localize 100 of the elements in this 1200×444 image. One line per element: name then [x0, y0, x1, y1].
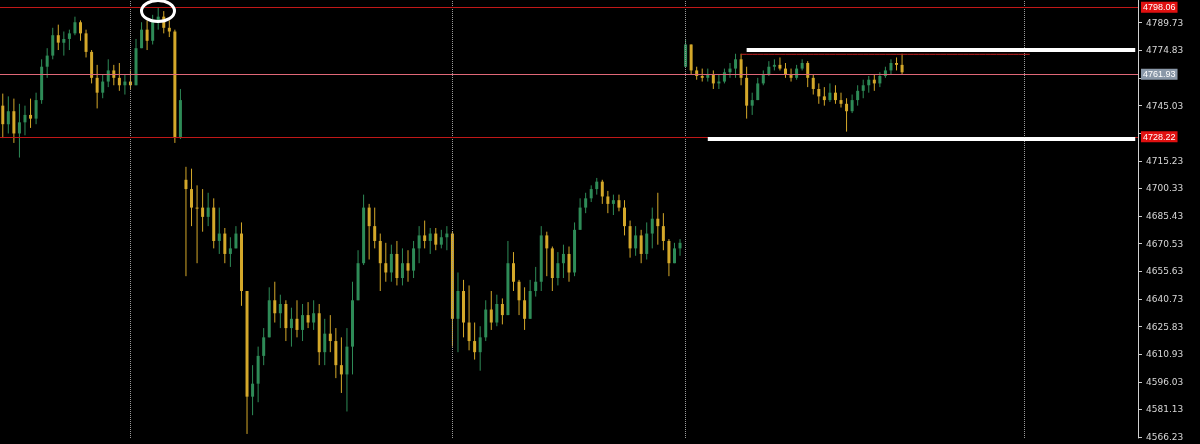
candlestick [378, 233, 382, 292]
candlestick [561, 244, 565, 279]
y-tick-label: 4610.93 [1146, 349, 1184, 360]
candlestick [51, 27, 55, 60]
candlestick [339, 336, 343, 394]
candlestick [140, 21, 144, 49]
candlestick [45, 47, 49, 79]
candlestick [467, 284, 471, 351]
candlestick [117, 62, 121, 92]
candlestick [29, 98, 33, 129]
candlestick [439, 229, 443, 249]
candlestick [667, 238, 671, 277]
candlestick [878, 71, 882, 88]
candlestick [389, 244, 393, 283]
candlestick [639, 229, 643, 264]
candlestick [312, 299, 316, 331]
candlestick [84, 29, 88, 58]
candlestick [323, 318, 327, 366]
candlestick [556, 251, 560, 286]
y-tick-label: 4581.13 [1146, 404, 1184, 415]
candlestick [534, 266, 538, 298]
candlestick [423, 220, 427, 249]
candlestick [190, 168, 194, 227]
candlestick [584, 192, 588, 214]
candlestick [273, 281, 277, 324]
candlestick [889, 58, 893, 75]
candlestick [34, 92, 38, 125]
candlestick [301, 303, 305, 342]
candlestick [778, 56, 782, 71]
candlestick [545, 231, 549, 277]
candlestick [606, 190, 610, 214]
candlestick [628, 220, 632, 259]
candlestick [861, 79, 865, 99]
y-tick-label: 4670.53 [1146, 238, 1184, 249]
candlestick [650, 207, 654, 249]
candlestick [661, 212, 665, 251]
candlestick [1, 93, 5, 139]
candlestick [434, 227, 438, 251]
candlestick [23, 105, 27, 136]
candlestick [295, 299, 299, 338]
candlestick [822, 86, 826, 107]
candlestick [6, 95, 10, 134]
candlestick [578, 197, 582, 231]
candlestick [406, 249, 410, 283]
y-tick-label: 4655.63 [1146, 266, 1184, 277]
candlestick [384, 242, 388, 283]
candlestick [428, 227, 432, 255]
candlestick [12, 98, 16, 144]
candlestick [228, 236, 232, 268]
y-tick-label: 4596.03 [1146, 376, 1184, 387]
candlestick [845, 97, 849, 133]
candlestick [262, 327, 266, 366]
candlestick [611, 194, 615, 216]
candlestick [206, 192, 210, 227]
candlestick [811, 73, 815, 96]
candlestick [62, 31, 66, 57]
candlestick [623, 199, 627, 236]
candlestick [478, 325, 482, 372]
candlestick [223, 227, 227, 264]
candlestick [734, 53, 738, 79]
candlestick [617, 194, 621, 212]
candlestick [839, 92, 843, 109]
candlestick [145, 19, 149, 51]
candlestick [856, 84, 860, 107]
candlestick [817, 82, 821, 105]
candlestick [101, 73, 105, 99]
y-tick-label: 4685.43 [1146, 211, 1184, 222]
y-tick-label: 4715.23 [1146, 155, 1184, 166]
candlestick [67, 29, 71, 51]
candlestick [567, 246, 571, 283]
candlestick [511, 251, 515, 292]
y-tick-label: 4789.73 [1146, 17, 1184, 28]
y-tick-label: 4566.23 [1146, 432, 1184, 443]
candlestick [750, 92, 754, 116]
candlestick [495, 294, 499, 327]
ref-line-label: 4798.06 [1143, 2, 1176, 13]
candlestick [489, 290, 493, 331]
candlestick [833, 84, 837, 105]
candlestick [78, 19, 82, 42]
candlestick [739, 53, 743, 86]
candlestick [289, 307, 293, 348]
ref-line-label: 4728.22 [1143, 131, 1176, 142]
candlestick [850, 94, 854, 114]
y-tick-label: 4700.33 [1146, 183, 1184, 194]
candlestick [106, 58, 110, 88]
y-tick-label: 4625.83 [1146, 321, 1184, 332]
ref-line-label: 4761.93 [1143, 69, 1176, 80]
candlestick [328, 314, 332, 353]
candlestick [500, 297, 504, 325]
candlestick [412, 240, 416, 279]
candlestick [195, 184, 199, 264]
candlestick [367, 203, 371, 260]
candlestick [473, 322, 477, 361]
candlestick [112, 64, 116, 86]
y-tick-label: 4774.83 [1146, 45, 1184, 56]
candlestick [73, 16, 77, 36]
candlestick [645, 221, 649, 260]
candlestick [806, 60, 810, 88]
candlestick [400, 247, 404, 286]
candlestick [306, 301, 310, 329]
